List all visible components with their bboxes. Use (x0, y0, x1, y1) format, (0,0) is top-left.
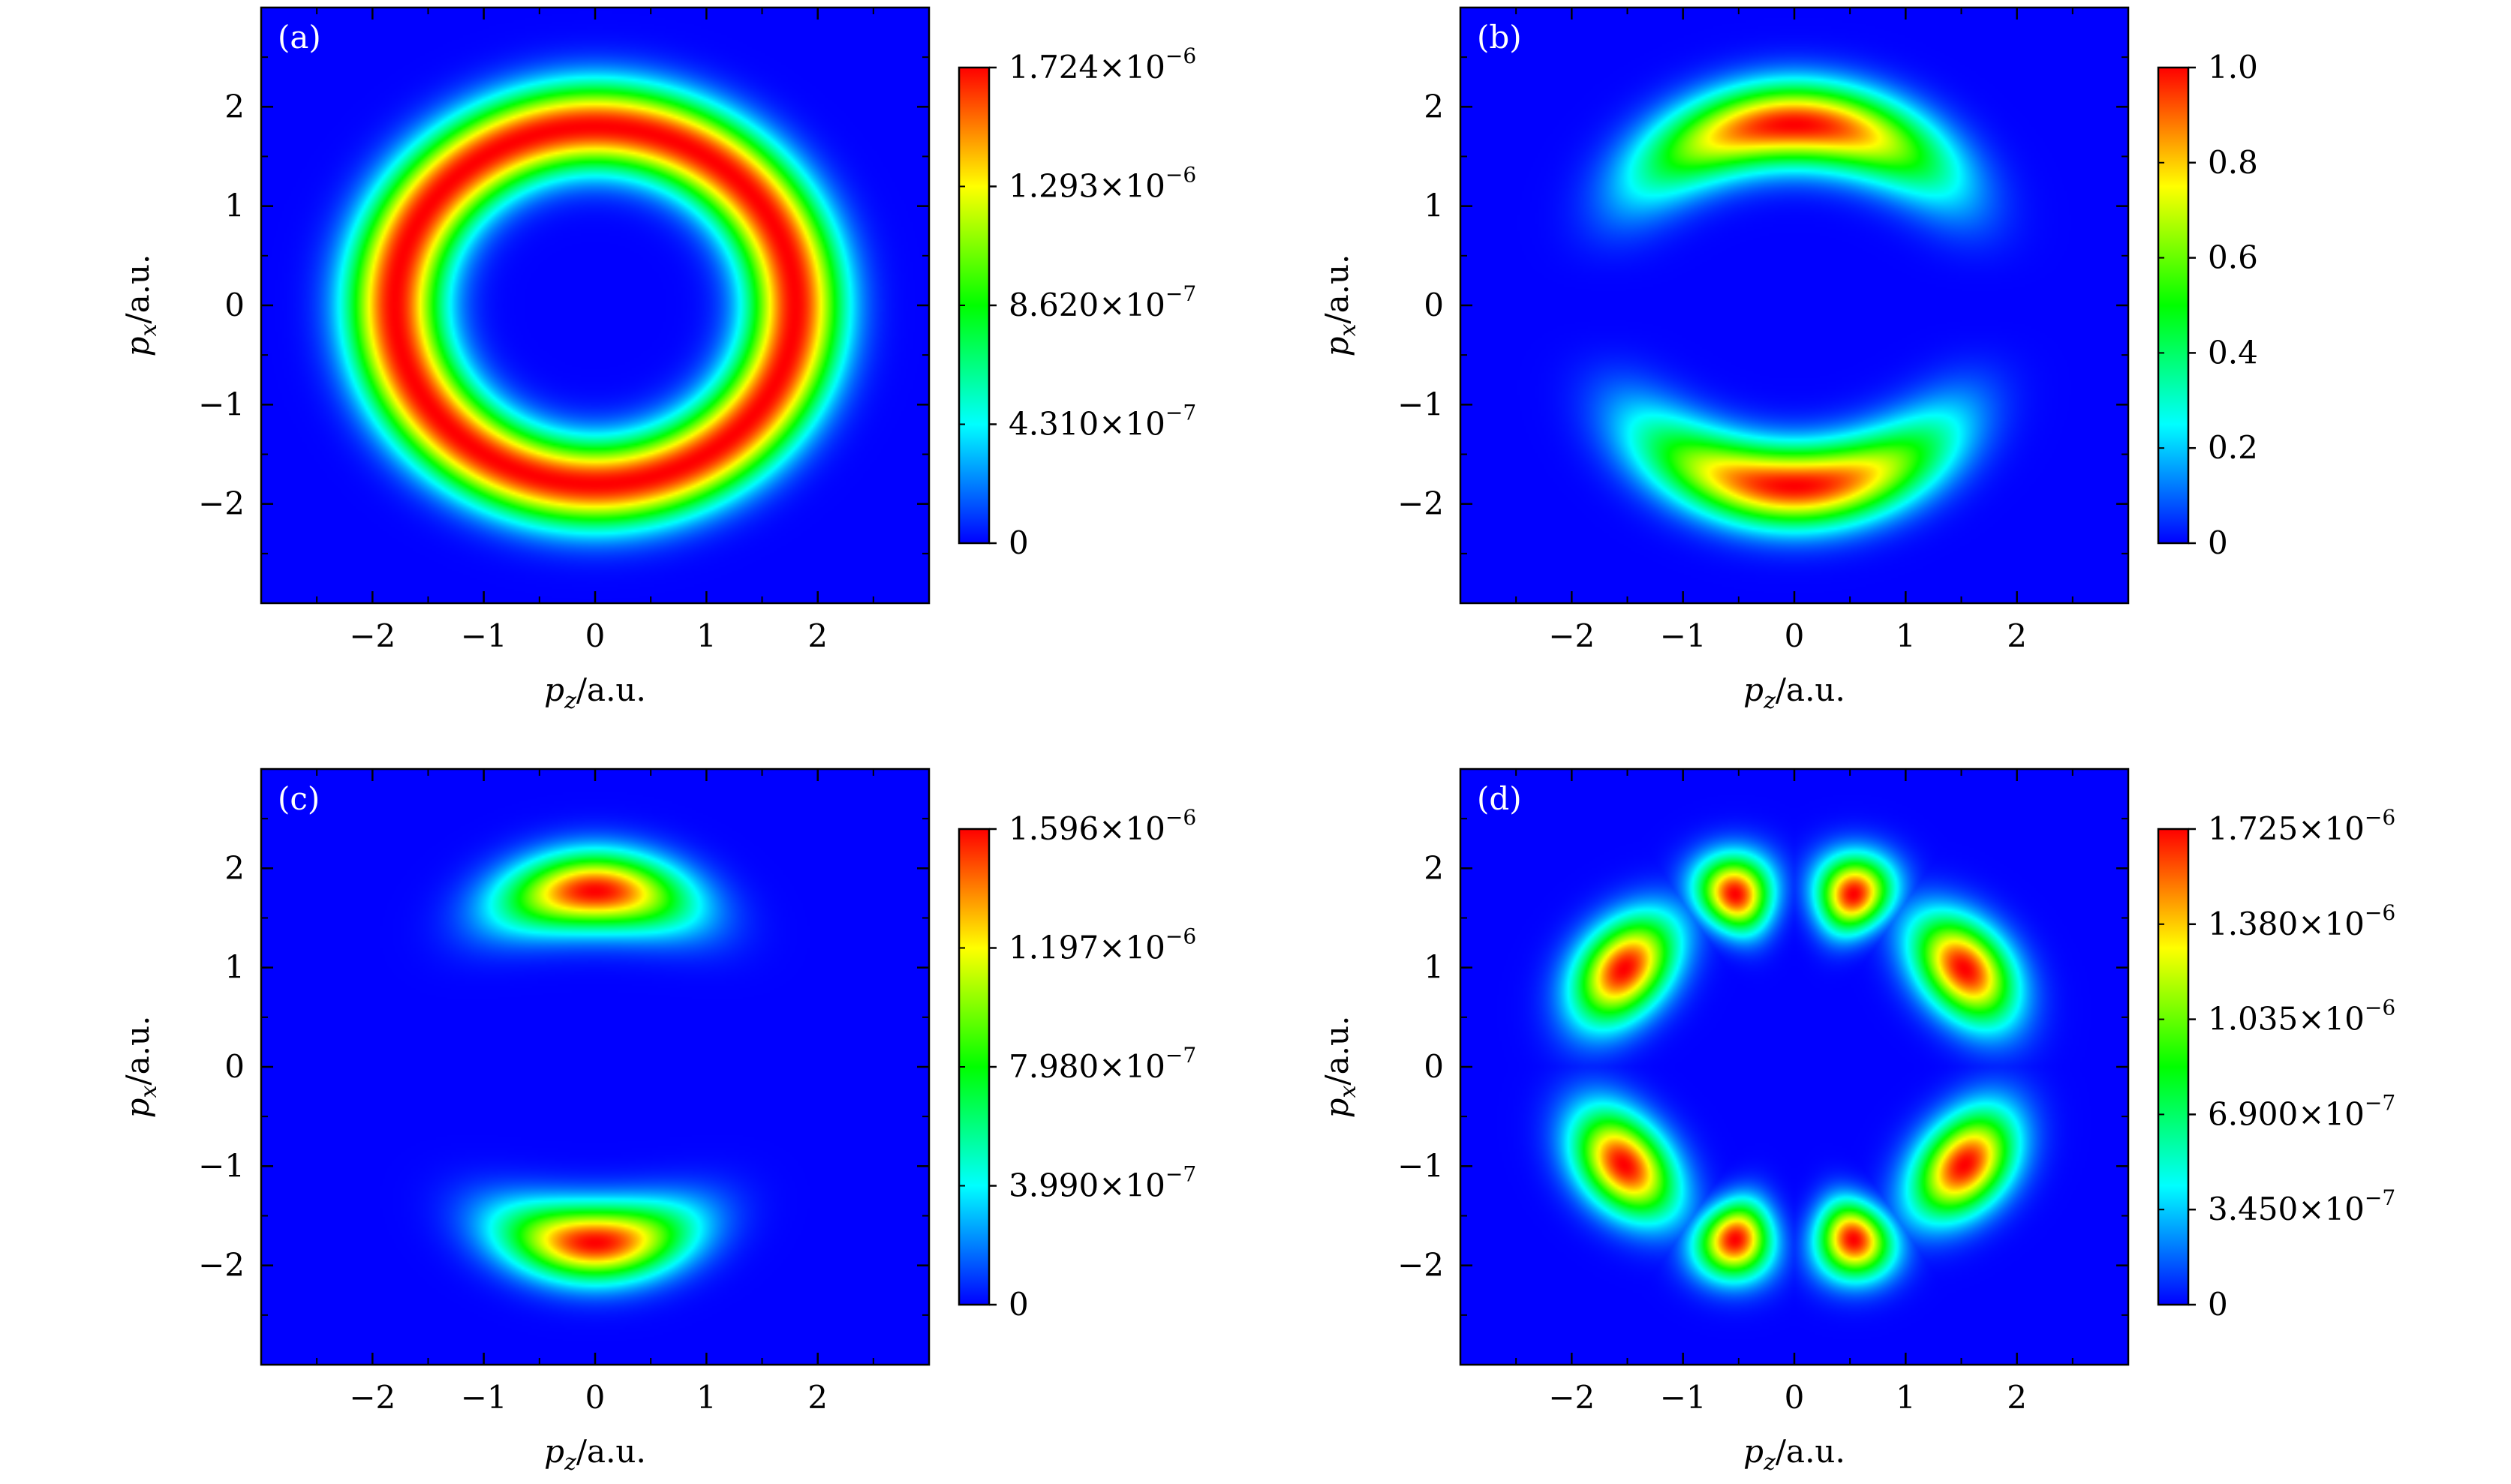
x-tick-label: 1 (1896, 1379, 1916, 1416)
y-axis-label: px/a.u. (119, 254, 162, 357)
heatmap-image (1460, 769, 2128, 1365)
colorbar-tick-label: 7.980×10−7 (1009, 1043, 1196, 1085)
y-tick-label: 1 (1424, 949, 1444, 986)
y-tick-label: −2 (198, 1247, 245, 1284)
y-tick-label: 2 (224, 88, 245, 125)
colorbar-tick-label: 0 (1009, 524, 1029, 561)
x-tick-label: −1 (1660, 617, 1707, 654)
colorbar-tick-label: 0.4 (2208, 334, 2258, 371)
y-tick-label: 0 (224, 1048, 245, 1085)
colorbar-tick-label: 1.197×10−6 (1009, 924, 1196, 966)
y-tick-label: 2 (1424, 88, 1444, 125)
colorbar-tick-label: 3.990×10−7 (1009, 1162, 1196, 1204)
x-tick-label: −1 (1660, 1379, 1707, 1416)
x-tick-label: 0 (1785, 617, 1805, 654)
x-tick-label: 0 (1785, 1379, 1805, 1416)
colorbar-tick-label: 8.620×10−7 (1009, 281, 1196, 323)
colorbar-tick-label: 0 (1009, 1286, 1029, 1323)
panel-label: (b) (1477, 19, 1522, 56)
colorbar-tick-label: 1.380×10−6 (2208, 900, 2395, 942)
panel-label: (c) (278, 780, 320, 817)
x-tick-label: 1 (1896, 617, 1916, 654)
y-tick-label: 0 (224, 287, 245, 323)
y-tick-label: 1 (1424, 188, 1444, 224)
y-tick-label: −1 (1397, 1147, 1444, 1184)
x-tick-label: −2 (1548, 617, 1595, 654)
colorbar-tick-label: 1.724×10−6 (1009, 44, 1196, 86)
heatmap-image (261, 769, 929, 1365)
colorbar-tick-label: 1.293×10−6 (1009, 163, 1196, 205)
panel-a: −2 −1 0 1 2 −2 −1 0 1 2 (a) pz/a.u. px/a.u. 1.724×10−… (119, 6, 1196, 714)
colorbar-frame (2157, 66, 2190, 545)
y-tick-label: −2 (1397, 1247, 1444, 1284)
colorbar-tick-label: 1.596×10−6 (1009, 805, 1196, 847)
x-tick-label: 2 (807, 1379, 828, 1416)
heatmap-image (1460, 8, 2128, 603)
y-tick-label: 1 (224, 188, 245, 224)
x-tick-label: −2 (349, 617, 395, 654)
panel-label: (a) (278, 19, 321, 56)
x-tick-label: 1 (696, 1379, 717, 1416)
colorbar-tick-label: 0 (2208, 524, 2228, 561)
y-tick-label: 2 (224, 849, 245, 886)
colorbar-tick-label: 1.0 (2208, 49, 2258, 86)
x-tick-label: 2 (807, 617, 828, 654)
colorbar-tick-label: 0 (2208, 1286, 2228, 1323)
panel-label: (d) (1477, 780, 1522, 817)
colorbar-tick-label: 6.900×10−7 (2208, 1090, 2395, 1132)
y-tick-label: −1 (1397, 386, 1444, 422)
x-tick-label: 2 (2007, 1379, 2027, 1416)
colorbar-tick-label: 0.2 (2208, 429, 2258, 466)
x-tick-label: −2 (1548, 1379, 1595, 1416)
colorbar-tick-label: 4.310×10−7 (1009, 401, 1196, 443)
colorbar-tick-label: 0.6 (2208, 239, 2258, 276)
panel-b: −2 −1 0 1 2 −2 −1 0 1 2 (b) pz/a.u. px/a.u. 1.0 0.8 0.6… (1319, 6, 2258, 714)
x-tick-label: 0 (585, 1379, 606, 1416)
x-tick-label: −2 (349, 1379, 395, 1416)
colorbar-tick-label: 0.8 (2208, 144, 2258, 181)
x-tick-label: −1 (461, 617, 507, 654)
x-axis-label: pz/a.u. (1743, 1433, 1845, 1476)
y-axis-label: px/a.u. (1319, 1016, 1361, 1119)
colorbar-tick-label: 3.450×10−7 (2208, 1185, 2395, 1227)
x-tick-label: −1 (461, 1379, 507, 1416)
x-axis-label: pz/a.u. (1743, 671, 1845, 714)
y-axis-label: px/a.u. (119, 1016, 162, 1119)
x-tick-label: 2 (2007, 617, 2027, 654)
y-tick-label: 0 (1424, 1048, 1444, 1085)
colorbar (2158, 829, 2188, 1305)
x-tick-label: 0 (585, 617, 606, 654)
y-tick-label: 0 (1424, 287, 1444, 323)
x-tick-label: 1 (696, 617, 717, 654)
x-axis-label: pz/a.u. (544, 671, 646, 714)
y-tick-label: 2 (1424, 849, 1444, 886)
colorbar-tick-label: 1.725×10−6 (2208, 805, 2395, 847)
panel-d: −2 −1 0 1 2 −2 −1 0 1 2 (d) pz/a.u. px/a.u. 1.725×10−… (1319, 768, 2395, 1476)
colorbar-tick-label: 1.035×10−6 (2208, 996, 2395, 1038)
y-tick-label: −2 (1397, 485, 1444, 522)
x-axis-label: pz/a.u. (544, 1433, 646, 1476)
y-tick-label: 1 (224, 949, 245, 986)
y-tick-label: −1 (198, 386, 245, 422)
y-axis-label: px/a.u. (1319, 254, 1361, 357)
heatmap-image (261, 8, 929, 603)
y-tick-label: −2 (198, 485, 245, 522)
colorbar-frame (2157, 828, 2190, 1306)
y-tick-label: −1 (198, 1147, 245, 1184)
panel-c: −2 −1 0 1 2 −2 −1 0 1 2 (c) pz/a.u. px/a.u. 1.596×10−… (119, 768, 1196, 1476)
colorbar (2158, 68, 2188, 543)
